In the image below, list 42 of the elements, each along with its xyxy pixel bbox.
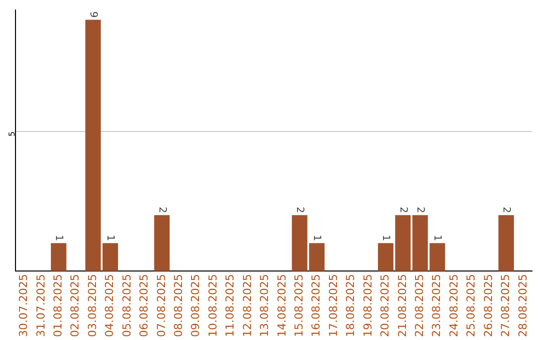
x-tick-label: 12.08.2025 — [240, 274, 254, 338]
x-tick-label: 01.08.2025 — [51, 274, 64, 338]
x-tick-label: 26.08.2025 — [482, 274, 495, 338]
x-tick-label: 19.08.2025 — [361, 274, 374, 338]
x-tick-label: 30.07.2025 — [17, 274, 30, 338]
x-tick-label: 22.08.2025 — [412, 274, 426, 338]
x-tick-label: 10.08.2025 — [206, 274, 220, 338]
x-tick-label: 16.08.2025 — [310, 274, 323, 338]
x-tick-label: 27.08.2025 — [499, 274, 512, 338]
x-tick-label: 18.08.2025 — [344, 274, 358, 338]
x-tick-label: 11.08.2025 — [224, 274, 237, 338]
data-label: 2 — [294, 206, 306, 214]
data-label: 2 — [397, 206, 408, 214]
data-label: 9 — [87, 11, 98, 18]
x-tick-label: 31.07.2025 — [34, 274, 48, 338]
data-label: 1 — [380, 234, 392, 242]
x-tick-label: 05.08.2025 — [120, 274, 134, 338]
x-tick-label: 06.08.2025 — [138, 274, 151, 338]
x-tick-label: 08.08.2025 — [172, 274, 185, 338]
x-tick-label: 04.08.2025 — [103, 274, 116, 338]
y-tick-label: 5 — [8, 131, 17, 137]
x-tick-label: 21.08.2025 — [396, 274, 409, 338]
x-tick-label: 15.08.2025 — [292, 274, 306, 338]
data-label: 2 — [414, 206, 426, 214]
x-tick-label: 02.08.2025 — [68, 274, 82, 338]
data-label: 1 — [311, 234, 322, 242]
x-tick-label: 13.08.2025 — [258, 274, 272, 338]
data-label: 1 — [104, 234, 116, 242]
data-label: 1 — [432, 234, 443, 242]
x-tick-label: 24.08.2025 — [447, 274, 460, 338]
x-tick-label: 25.08.2025 — [464, 274, 478, 338]
x-tick-label: 20.08.2025 — [378, 274, 392, 338]
x-tick-label: 03.08.2025 — [86, 274, 99, 338]
data-label: 2 — [156, 206, 168, 214]
x-tick-label: 07.08.2025 — [154, 274, 168, 338]
data-label: 1 — [53, 234, 64, 242]
x-tick-label: 23.08.2025 — [430, 274, 444, 338]
x-tick-label: 14.08.2025 — [275, 274, 288, 338]
x-tick-label: 09.08.2025 — [189, 274, 202, 338]
x-tick-label: 17.08.2025 — [326, 274, 340, 338]
data-label: 2 — [500, 206, 512, 214]
x-tick-label: 28.08.2025 — [516, 274, 530, 338]
